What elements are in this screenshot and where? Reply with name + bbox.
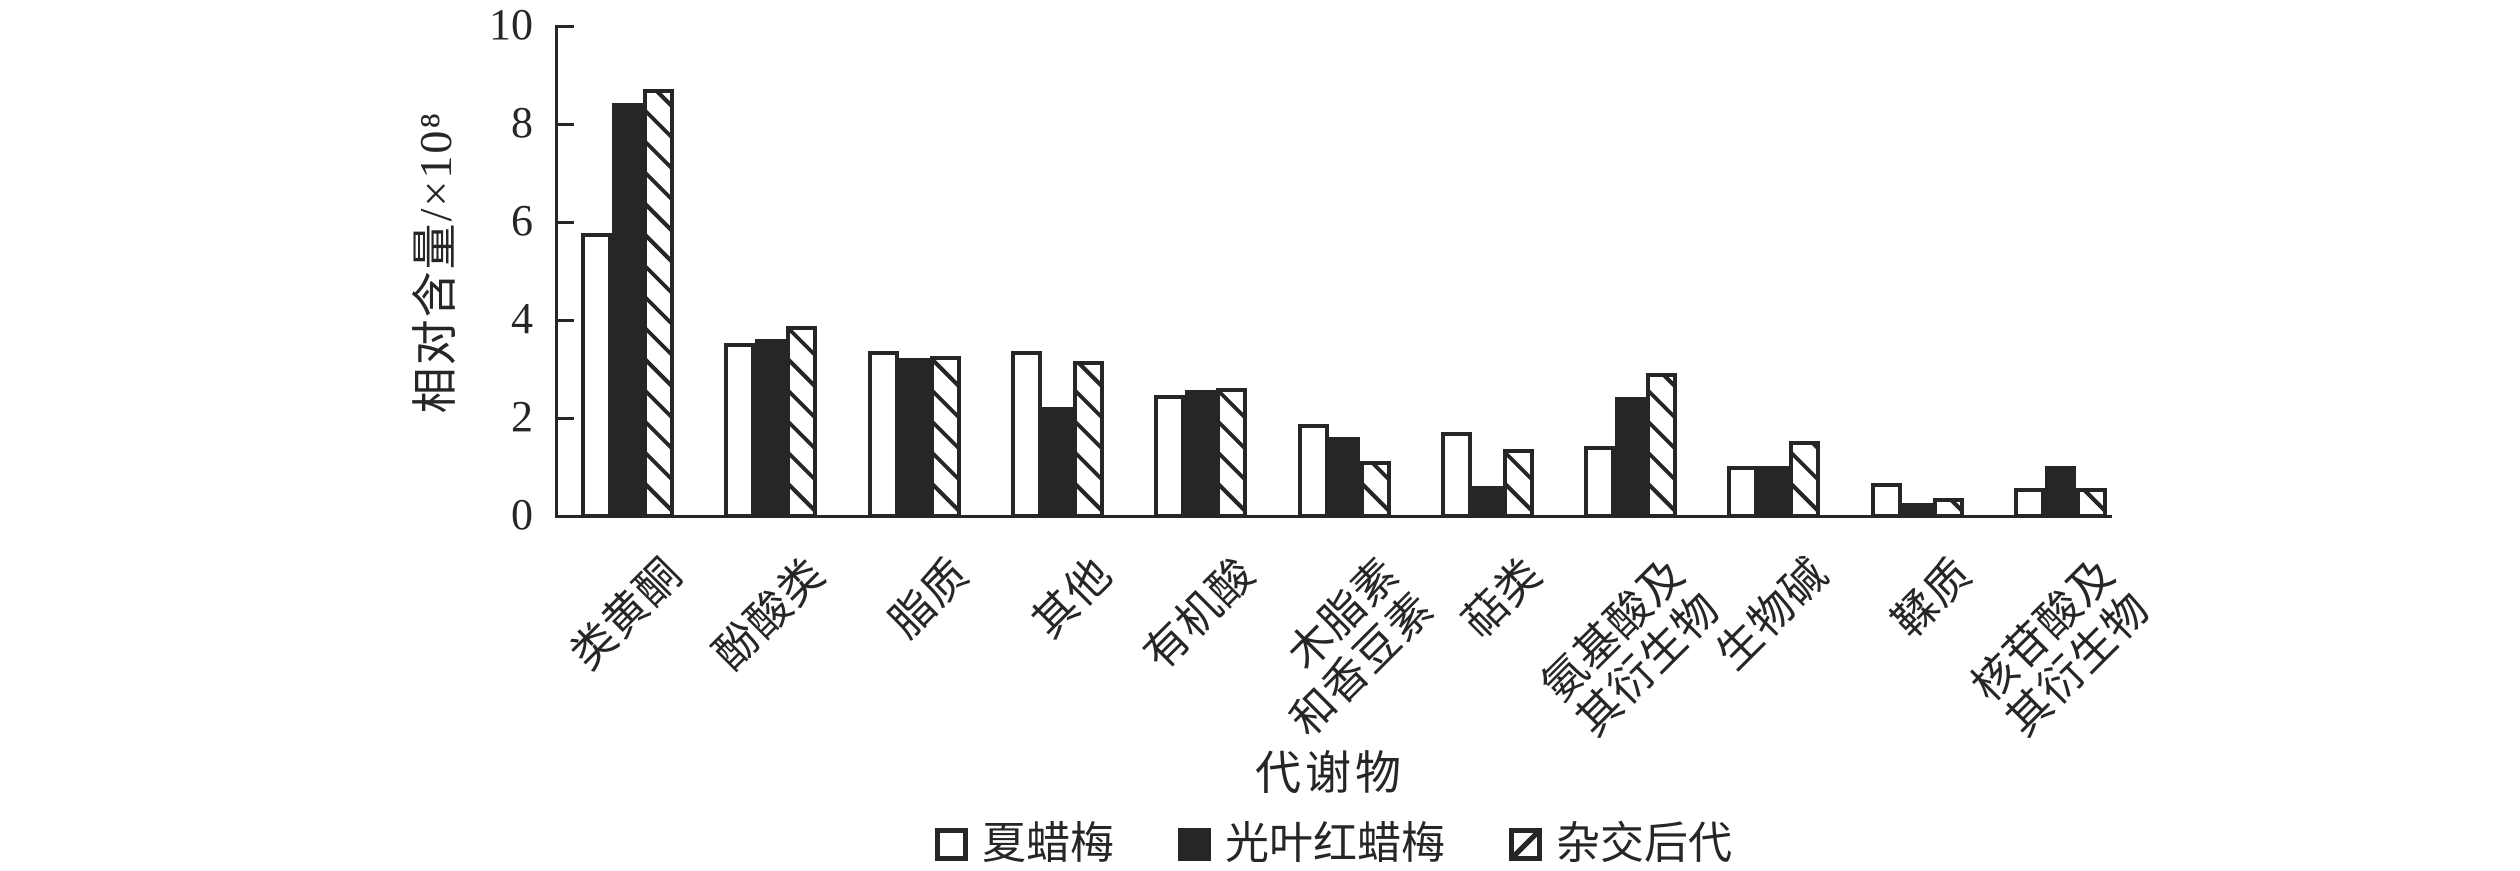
bar-series1-cat2 xyxy=(724,343,755,518)
y-tick-label-8: 8 xyxy=(511,98,533,147)
bar-series2-cat2 xyxy=(755,339,786,518)
bar-series3-cat6 xyxy=(1360,461,1391,518)
y-tick-label-0: 0 xyxy=(511,490,533,539)
legend-label-series1: 夏蜡梅 xyxy=(982,819,1114,868)
y-tick-label-10: 10 xyxy=(489,0,533,49)
bar-series2-cat3 xyxy=(899,358,930,518)
bar-series1-cat3 xyxy=(868,351,899,518)
bar-series1-cat6 xyxy=(1298,424,1329,518)
bar-series2-cat5 xyxy=(1185,390,1216,518)
bar-series2-cat1 xyxy=(612,103,643,518)
bar-series3-cat3 xyxy=(930,356,961,518)
y-tick-10 xyxy=(555,25,574,28)
bar-series2-cat4 xyxy=(1042,407,1073,518)
x-axis-title: 代谢物 xyxy=(1255,748,1405,799)
bar-series3-cat4 xyxy=(1073,361,1104,518)
y-tick-4 xyxy=(555,319,574,322)
y-tick-label-2: 2 xyxy=(511,392,533,441)
bar-series1-cat4 xyxy=(1011,351,1042,518)
bar-series3-cat2 xyxy=(786,326,817,518)
bar-series1-cat5 xyxy=(1154,395,1185,518)
y-tick-label-6: 6 xyxy=(511,196,533,245)
bar-series2-cat9 xyxy=(1758,466,1789,518)
y-tick-2 xyxy=(555,417,574,420)
bar-series1-cat7 xyxy=(1441,432,1472,518)
bar-series2-cat6 xyxy=(1329,437,1360,518)
legend-item-series2: 光叶红蜡梅 xyxy=(1178,822,1445,866)
legend-marker-white-bar-icon xyxy=(935,827,968,861)
bar-series3-cat10 xyxy=(1933,498,1964,518)
bar-series3-cat1 xyxy=(643,89,674,518)
bar-series3-cat7 xyxy=(1503,449,1534,518)
legend-item-series1: 夏蜡梅 xyxy=(935,822,1114,866)
bar-series1-cat1 xyxy=(581,233,612,518)
bar-series2-cat11 xyxy=(2045,466,2076,518)
bar-series3-cat5 xyxy=(1216,388,1247,518)
bar-series1-cat10 xyxy=(1871,483,1902,518)
bar-series2-cat7 xyxy=(1472,486,1503,518)
y-axis-title: 相对含量/×10⁸ xyxy=(410,110,461,414)
legend-marker-hatched-bar-icon xyxy=(1509,827,1542,861)
bar-series2-cat10 xyxy=(1902,503,1933,518)
legend-label-series3: 杂交后代 xyxy=(1556,819,1732,868)
bar-series3-cat9 xyxy=(1789,441,1820,518)
y-axis-line xyxy=(555,25,558,518)
bar-series1-cat11 xyxy=(2014,488,2045,518)
y-tick-8 xyxy=(555,123,574,126)
bar-series3-cat11 xyxy=(2076,488,2107,518)
legend: 夏蜡梅 光叶红蜡梅 杂交后代 xyxy=(555,822,2112,866)
y-tick-6 xyxy=(555,221,574,224)
bar-series1-cat9 xyxy=(1727,466,1758,518)
bar-series2-cat8 xyxy=(1615,397,1646,518)
legend-label-series2: 光叶红蜡梅 xyxy=(1225,819,1445,868)
legend-marker-black-bar-icon xyxy=(1178,827,1211,861)
bar-series3-cat8 xyxy=(1646,373,1677,518)
y-tick-label-4: 4 xyxy=(511,294,533,343)
bar-series1-cat8 xyxy=(1584,446,1615,518)
legend-item-series3: 杂交后代 xyxy=(1509,822,1732,866)
